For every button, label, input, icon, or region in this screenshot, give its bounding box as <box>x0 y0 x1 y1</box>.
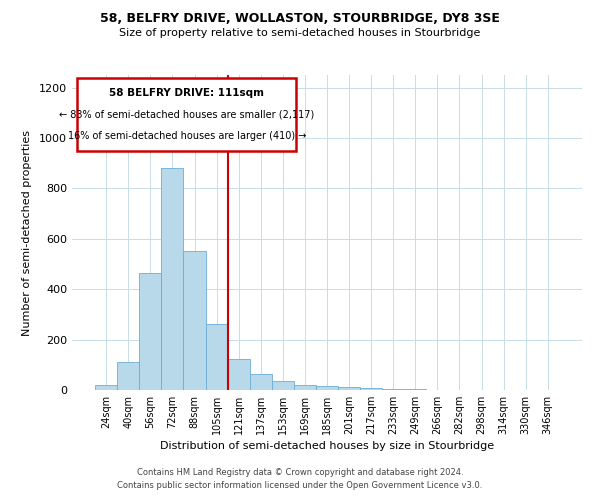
Text: Contains public sector information licensed under the Open Government Licence v3: Contains public sector information licen… <box>118 480 482 490</box>
Text: 16% of semi-detached houses are larger (410) →: 16% of semi-detached houses are larger (… <box>68 131 306 141</box>
Bar <box>382 389 404 390</box>
Bar <box>139 273 161 390</box>
Bar <box>227 358 250 390</box>
Bar <box>338 388 360 390</box>
Bar <box>161 168 184 390</box>
Y-axis label: Number of semi-detached properties: Number of semi-detached properties <box>22 130 32 336</box>
Bar <box>294 386 316 390</box>
Bar <box>360 388 382 390</box>
Bar <box>184 252 206 390</box>
Text: 58, BELFRY DRIVE, WOLLASTON, STOURBRIDGE, DY8 3SE: 58, BELFRY DRIVE, WOLLASTON, STOURBRIDGE… <box>100 12 500 26</box>
Text: Size of property relative to semi-detached houses in Stourbridge: Size of property relative to semi-detach… <box>119 28 481 38</box>
Bar <box>316 386 338 390</box>
Text: ← 83% of semi-detached houses are smaller (2,117): ← 83% of semi-detached houses are smalle… <box>59 110 314 120</box>
Bar <box>272 381 294 390</box>
FancyBboxPatch shape <box>77 78 296 150</box>
X-axis label: Distribution of semi-detached houses by size in Stourbridge: Distribution of semi-detached houses by … <box>160 441 494 451</box>
Bar <box>206 324 227 390</box>
Text: 58 BELFRY DRIVE: 111sqm: 58 BELFRY DRIVE: 111sqm <box>109 88 264 98</box>
Bar <box>250 374 272 390</box>
Bar <box>95 385 117 390</box>
Bar <box>117 362 139 390</box>
Text: Contains HM Land Registry data © Crown copyright and database right 2024.: Contains HM Land Registry data © Crown c… <box>137 468 463 477</box>
